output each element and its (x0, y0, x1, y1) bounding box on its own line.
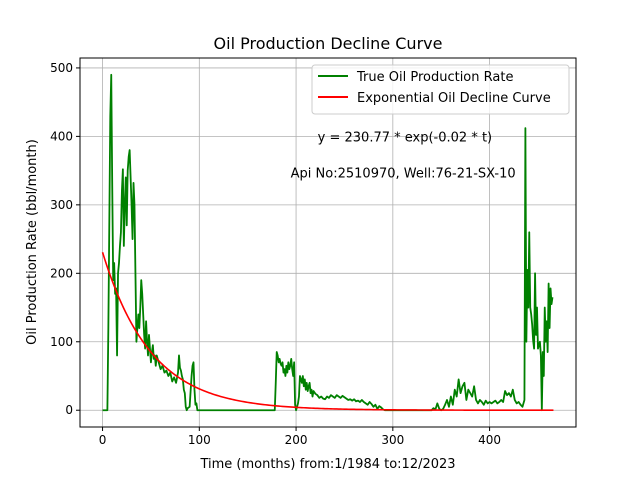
well-info-annotation: Api No:2510970, Well:76-21-SX-10 (291, 167, 516, 182)
equation-annotation: y = 230.77 * exp(-0.02 * t) (318, 130, 492, 145)
x-tick-label: 400 (478, 433, 501, 447)
x-tick-label: 200 (285, 433, 308, 447)
legend-label-decline-curve: Exponential Oil Decline Curve (357, 91, 551, 106)
x-axis-label: Time (months) from:1/1984 to:12/2023 (199, 457, 455, 472)
y-axis-ticks: 0 100 200 300 400 500 (50, 61, 80, 417)
y-axis-label: Oil Production Rate (bbl/month) (25, 139, 40, 345)
chart-title: Oil Production Decline Curve (214, 34, 443, 53)
y-tick-label: 100 (50, 335, 73, 349)
x-tick-label: 0 (99, 433, 107, 447)
x-tick-label: 300 (381, 433, 404, 447)
plot-frame (79, 57, 577, 428)
x-tick-label: 100 (188, 433, 211, 447)
legend: True Oil Production Rate Exponential Oil… (311, 64, 570, 115)
y-tick-label: 200 (50, 266, 73, 280)
y-tick-label: 500 (50, 61, 73, 75)
legend-box (311, 64, 570, 115)
true-production-rate-line (102, 73, 554, 412)
y-tick-label: 300 (50, 198, 73, 212)
y-tick-label: 0 (65, 403, 73, 417)
x-axis-ticks: 0 100 200 300 400 (99, 427, 501, 447)
legend-label-true-rate: True Oil Production Rate (356, 70, 513, 85)
y-tick-label: 400 (50, 129, 73, 143)
series-layer (101, 73, 554, 412)
exponential-decline-curve-line (101, 252, 554, 412)
